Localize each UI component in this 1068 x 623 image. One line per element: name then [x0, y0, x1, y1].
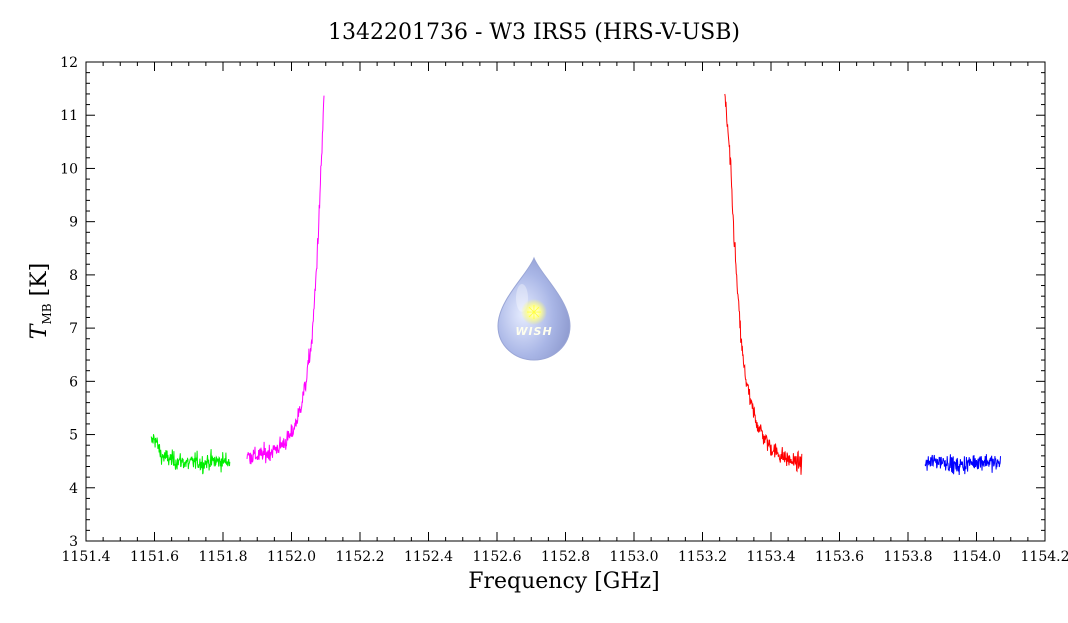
- x-tick-label: 1154.0: [952, 549, 1001, 565]
- x-tick-label: 1152.6: [473, 549, 522, 565]
- x-tick-label: 1152.2: [336, 549, 385, 565]
- chart-title: 1342201736 - W3 IRS5 (HRS-V-USB): [328, 20, 740, 45]
- x-tick-label: 1152.4: [404, 549, 453, 565]
- x-tick-label: 1153.0: [610, 549, 659, 565]
- plot-frame: [86, 62, 1045, 541]
- y-axis-label-subscript: MB: [40, 303, 54, 324]
- x-tick-label: 1151.6: [130, 549, 179, 565]
- x-tick-labels: 1151.4 1151.6 1151.8 1152.0 1152.2 1152.4 1152…: [62, 549, 1068, 565]
- x-axis-label: Frequency [GHz]: [468, 569, 660, 594]
- x-tick-label: 1151.4: [62, 549, 111, 565]
- spectrum-series-2: [725, 94, 802, 475]
- series-layer: [151, 94, 1000, 475]
- logo-text: WISH: [515, 325, 552, 338]
- y-tick-label: 9: [69, 215, 78, 231]
- y-tick-label: 6: [69, 374, 78, 390]
- star-icon: ✳: [526, 302, 542, 324]
- spectrum-series-1: [247, 96, 324, 465]
- x-tick-label: 1152.8: [541, 549, 590, 565]
- y-tick-label: 5: [69, 428, 78, 444]
- y-tick-label: 7: [69, 321, 78, 337]
- x-tick-label: 1153.2: [678, 549, 727, 565]
- x-tick-label: 1153.8: [884, 549, 933, 565]
- x-tick-label: 1153.4: [747, 549, 796, 565]
- y-tick-label: 8: [69, 268, 78, 284]
- spectrum-series-0: [151, 434, 230, 474]
- y-axis-label-unit: [K]: [27, 263, 52, 304]
- y-tick-label: 12: [60, 55, 78, 71]
- x-tick-label: 1152.0: [267, 549, 316, 565]
- x-tick-label: 1151.8: [199, 549, 248, 565]
- y-tick-labels: 3 4 5 6 7 8 9 10 11 12: [60, 55, 78, 550]
- y-tick-label: 10: [60, 161, 78, 177]
- wish-logo: ✳ WISH: [498, 258, 570, 360]
- ticks-layer: [86, 62, 1045, 541]
- y-tick-label: 3: [69, 534, 78, 550]
- y-tick-label: 4: [69, 481, 78, 497]
- x-tick-label: 1153.6: [815, 549, 864, 565]
- y-tick-label: 11: [60, 108, 78, 124]
- spectrum-series-3: [925, 454, 1000, 475]
- y-axis-label: TMB [K]: [27, 263, 54, 339]
- x-tick-label: 1154.2: [1021, 549, 1068, 565]
